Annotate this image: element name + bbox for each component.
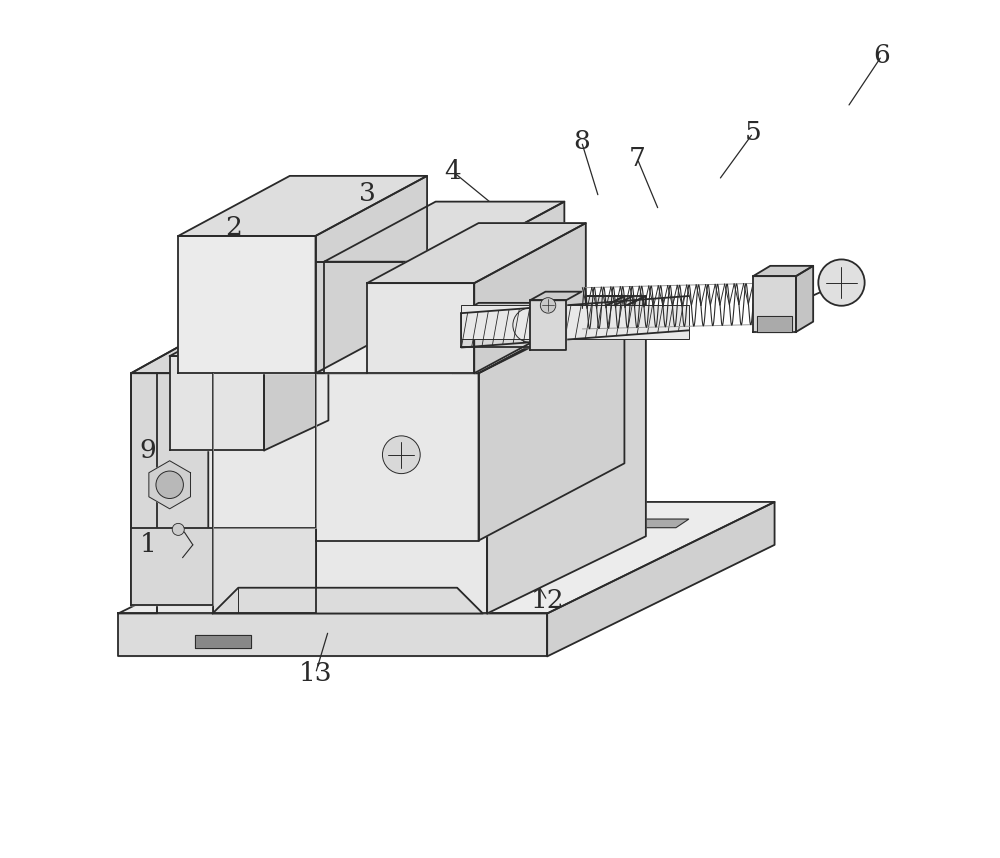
Polygon shape — [487, 296, 646, 613]
Polygon shape — [178, 236, 316, 373]
Polygon shape — [367, 223, 586, 283]
Polygon shape — [157, 373, 487, 613]
Circle shape — [818, 259, 865, 305]
Polygon shape — [461, 313, 539, 347]
Text: 4: 4 — [444, 159, 461, 184]
Polygon shape — [157, 296, 646, 373]
Polygon shape — [461, 303, 556, 313]
Text: 8: 8 — [573, 129, 590, 154]
Polygon shape — [796, 266, 813, 332]
Polygon shape — [453, 202, 564, 373]
Polygon shape — [213, 588, 483, 613]
Polygon shape — [367, 283, 474, 373]
Text: 3: 3 — [359, 180, 375, 206]
Circle shape — [382, 436, 420, 474]
Text: 7: 7 — [629, 146, 646, 172]
Text: 2: 2 — [226, 214, 242, 240]
Polygon shape — [213, 528, 316, 613]
Polygon shape — [753, 266, 813, 276]
Polygon shape — [149, 461, 190, 509]
Polygon shape — [316, 176, 427, 373]
Polygon shape — [547, 502, 775, 656]
Circle shape — [156, 471, 183, 498]
Polygon shape — [316, 296, 633, 373]
Text: 13: 13 — [299, 661, 332, 686]
Polygon shape — [118, 502, 775, 613]
Polygon shape — [170, 356, 264, 450]
Polygon shape — [316, 373, 479, 541]
Polygon shape — [131, 330, 290, 373]
Polygon shape — [530, 292, 582, 300]
Text: 6: 6 — [873, 43, 890, 69]
Polygon shape — [753, 276, 796, 332]
Polygon shape — [178, 176, 427, 236]
Polygon shape — [624, 519, 689, 528]
Polygon shape — [131, 330, 208, 605]
Circle shape — [172, 523, 184, 535]
Polygon shape — [474, 223, 586, 373]
Polygon shape — [264, 322, 328, 450]
Text: 9: 9 — [140, 438, 157, 463]
Text: 5: 5 — [745, 120, 761, 146]
Polygon shape — [316, 296, 624, 373]
Polygon shape — [324, 262, 453, 373]
Polygon shape — [530, 300, 566, 350]
Polygon shape — [131, 528, 213, 605]
Polygon shape — [757, 317, 792, 332]
Polygon shape — [195, 635, 251, 648]
Polygon shape — [131, 373, 213, 605]
Circle shape — [540, 298, 556, 313]
Polygon shape — [118, 613, 547, 656]
Polygon shape — [324, 202, 564, 262]
Text: 12: 12 — [530, 588, 564, 613]
Polygon shape — [170, 322, 328, 356]
Polygon shape — [479, 296, 624, 541]
Polygon shape — [204, 596, 268, 605]
Text: 1: 1 — [140, 532, 157, 558]
FancyArrow shape — [461, 305, 689, 339]
